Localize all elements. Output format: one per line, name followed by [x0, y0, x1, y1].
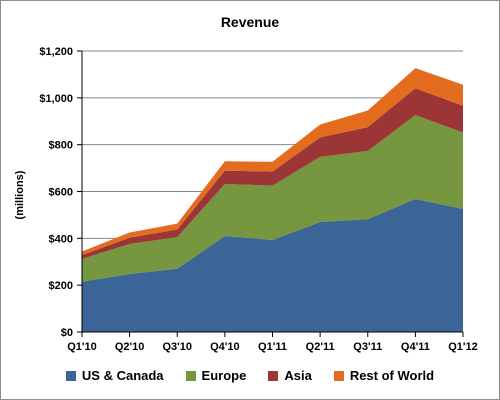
x-tick-label: Q4'10 — [210, 341, 240, 353]
y-tick-label: $200 — [49, 280, 73, 292]
x-tick-label: Q1'12 — [448, 341, 478, 353]
legend-swatch — [185, 370, 196, 381]
x-tick-label: Q1'11 — [258, 341, 287, 353]
legend-label: Rest of World — [349, 368, 435, 383]
legend-label: US & Canada — [81, 368, 164, 383]
legend-swatch — [333, 370, 344, 381]
area-asia — [82, 88, 463, 259]
y-tick-label: $800 — [49, 140, 73, 152]
y-tick-label: $1,000 — [39, 93, 73, 105]
y-tick-label: $400 — [49, 233, 73, 245]
axes — [77, 50, 464, 337]
legend-swatch — [268, 370, 279, 381]
chart-title: Revenue — [220, 14, 280, 30]
legend-swatch — [65, 370, 76, 381]
area-us-canada — [82, 198, 463, 332]
y-tick-label: $1,200 — [39, 46, 73, 58]
area-rest-of-world — [82, 68, 463, 255]
tick-labels: $0 $200 $400 $600 $800 $1,000 $1,200 Q1'10 Q2'10… — [39, 46, 477, 353]
legend-label: Europe — [201, 368, 247, 383]
y-tick-label: $0 — [61, 327, 73, 339]
legend-item: US & Canada — [65, 368, 164, 383]
x-tick-label: Q3'10 — [162, 341, 192, 353]
x-tick-label: Q1'10 — [67, 341, 97, 353]
area-europe — [82, 115, 463, 282]
x-tick-label: Q4'11 — [401, 341, 430, 353]
x-tick-label: Q2'11 — [306, 341, 335, 353]
legend-item: Europe — [185, 368, 247, 383]
series-areas — [82, 68, 463, 332]
legend: US & Canada Europe Asia Rest of World — [0, 368, 500, 383]
legend-item: Rest of World — [333, 368, 435, 383]
y-tick-label: $600 — [49, 187, 73, 199]
legend-label: Asia — [284, 368, 312, 383]
x-tick-label: Q3'11 — [353, 341, 382, 353]
x-tick-label: Q2'10 — [115, 341, 145, 353]
legend-item: Asia — [268, 368, 312, 383]
